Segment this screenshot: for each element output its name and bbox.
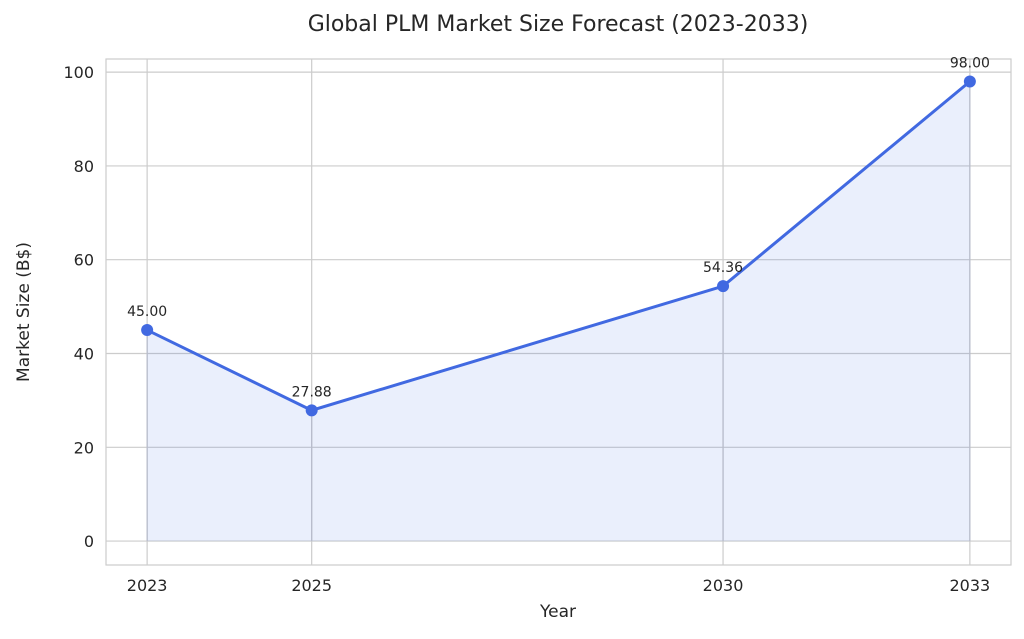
x-tick-label: 2025 (291, 576, 332, 595)
data-point (305, 404, 318, 417)
x-tick-label: 2033 (950, 576, 991, 595)
data-point (963, 75, 976, 88)
x-axis-label: Year (539, 602, 576, 622)
data-label: 27.88 (292, 384, 332, 400)
y-tick-label: 60 (74, 251, 94, 270)
y-tick-label: 80 (74, 157, 94, 176)
area-fill (147, 81, 970, 542)
x-tick-label: 2030 (703, 576, 744, 595)
data-label: 45.00 (127, 304, 167, 320)
y-axis-label: Market Size (B$) (14, 242, 34, 382)
chart-title: Global PLM Market Size Forecast (2023-20… (308, 12, 809, 37)
data-point (141, 324, 154, 337)
y-tick-label: 40 (74, 345, 94, 364)
x-tick-label: 2023 (127, 576, 168, 595)
y-tick-label: 20 (74, 438, 94, 457)
data-label: 98.00 (950, 56, 990, 72)
y-tick-label: 100 (63, 63, 94, 82)
series-line (146, 80, 971, 412)
y-tick-label: 0 (84, 532, 94, 551)
data-point (717, 280, 730, 293)
data-label: 54.36 (703, 260, 743, 276)
plot-area (105, 58, 1012, 566)
